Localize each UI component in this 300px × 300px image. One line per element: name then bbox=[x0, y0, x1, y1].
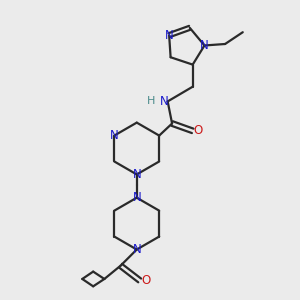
Text: N: N bbox=[132, 243, 141, 256]
Text: N: N bbox=[110, 129, 119, 142]
Text: N: N bbox=[132, 168, 141, 181]
Text: N: N bbox=[160, 95, 169, 108]
Text: H: H bbox=[147, 96, 156, 106]
Text: O: O bbox=[194, 124, 202, 137]
Text: O: O bbox=[141, 274, 150, 287]
Text: N: N bbox=[200, 39, 209, 52]
Text: N: N bbox=[132, 191, 141, 204]
Text: N: N bbox=[165, 29, 173, 42]
